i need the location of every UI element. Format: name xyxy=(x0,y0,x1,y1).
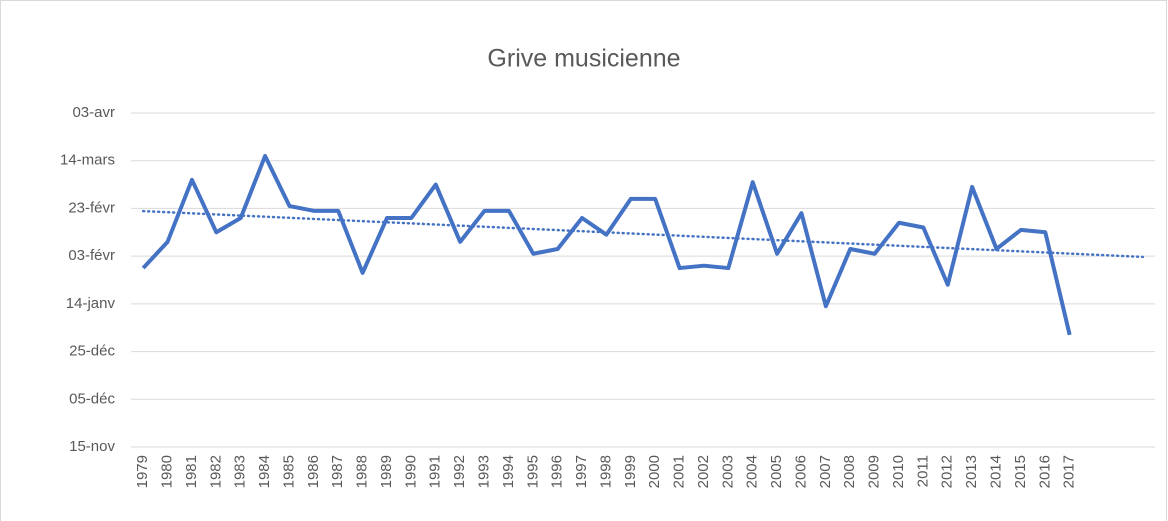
x-tick-label: 2012 xyxy=(939,455,956,488)
y-tick-label: 15-nov xyxy=(69,438,115,455)
x-tick-label: 2013 xyxy=(963,455,980,488)
x-tick-label: 1989 xyxy=(378,455,395,488)
x-tick-label: 1999 xyxy=(622,455,639,488)
x-tick-label: 1991 xyxy=(427,455,444,488)
x-tick-label: 1988 xyxy=(354,455,371,488)
x-tick-label: 1992 xyxy=(451,455,468,488)
y-tick-label: 23-févr xyxy=(68,199,115,216)
y-tick-label: 25-déc xyxy=(69,343,115,360)
x-tick-label: 2006 xyxy=(792,455,809,488)
x-tick-label: 2009 xyxy=(866,455,883,488)
x-tick-label: 1984 xyxy=(256,455,273,488)
x-tick-label: 2014 xyxy=(987,455,1004,488)
x-tick-label: 2017 xyxy=(1061,455,1078,488)
chart-title: Grive musicienne xyxy=(487,45,680,73)
x-tick-label: 1979 xyxy=(134,455,151,488)
y-tick-label: 03-avr xyxy=(72,104,115,121)
x-tick-label: 1983 xyxy=(232,455,249,488)
x-tick-label: 2001 xyxy=(671,455,688,488)
x-tick-label: 1996 xyxy=(549,455,566,488)
data-line xyxy=(141,153,1072,336)
x-tick-label: 1981 xyxy=(183,455,200,488)
x-tick-label: 1993 xyxy=(475,455,492,488)
x-tick-label: 1990 xyxy=(402,455,419,488)
x-tick-label: 1986 xyxy=(305,455,322,488)
x-tick-label: 1994 xyxy=(500,455,517,488)
x-tick-label: 2005 xyxy=(768,455,785,488)
x-tick-label: 2004 xyxy=(744,455,761,488)
x-tick-label: 2016 xyxy=(1036,455,1053,488)
x-tick-label: 1995 xyxy=(524,455,541,488)
x-tick-label: 1982 xyxy=(207,455,224,488)
x-tick-label: 2002 xyxy=(695,455,712,488)
trendline xyxy=(141,209,1145,259)
y-tick-label: 03-févr xyxy=(68,247,115,264)
x-tick-label: 2003 xyxy=(719,455,736,488)
x-tick-label: 2010 xyxy=(890,455,907,488)
x-tick-label: 2007 xyxy=(817,455,834,488)
x-tick-label: 2011 xyxy=(914,455,931,487)
x-tick-label: 2015 xyxy=(1012,455,1029,488)
x-tick-label: 1987 xyxy=(329,455,346,488)
x-tick-label: 1980 xyxy=(159,455,176,488)
y-tick-label: 14-mars xyxy=(60,152,115,169)
x-tick-label: 2008 xyxy=(841,455,858,488)
y-tick-label: 14-janv xyxy=(66,295,116,312)
x-tick-label: 1998 xyxy=(597,455,614,488)
x-tick-label: 2000 xyxy=(646,455,663,488)
x-tick-label: 1997 xyxy=(573,455,590,488)
x-tick-label: 1985 xyxy=(280,455,297,488)
y-tick-label: 05-déc xyxy=(69,390,115,407)
